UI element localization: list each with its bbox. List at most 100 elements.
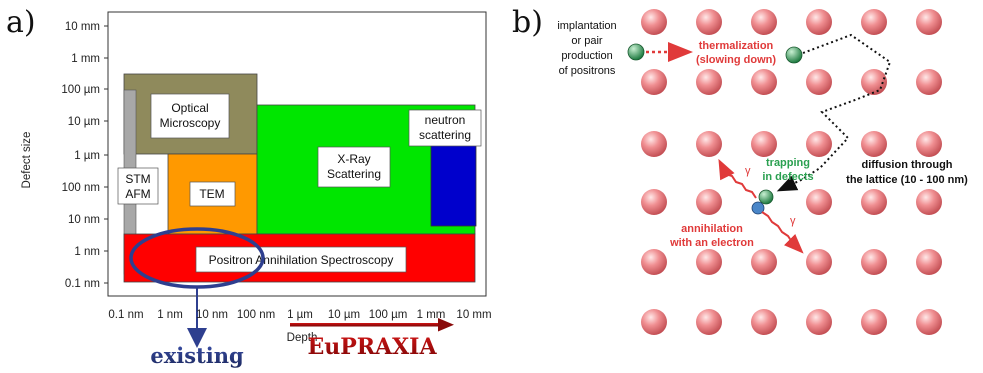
lattice-atom: [751, 9, 777, 35]
y-axis-label: Defect size: [21, 132, 33, 189]
x-axis-label: Depth: [287, 332, 318, 344]
lattice-atom: [696, 189, 722, 215]
gamma-ray-up: [718, 158, 757, 199]
lattice-atom: [696, 131, 722, 157]
thermalized-positron: [785, 46, 803, 64]
y-tick-label: 10 mm: [65, 21, 100, 33]
lattice-atom: [641, 189, 667, 215]
lattice-atom: [641, 9, 667, 35]
lattice-atom: [641, 249, 667, 275]
trapping-label-1: trapping: [766, 157, 810, 169]
neutron-label-box: [408, 109, 482, 147]
y-tick-label: 1 mm: [71, 53, 100, 65]
x-tick-label: 0.1 nm: [108, 309, 143, 321]
lattice-atom: [696, 69, 722, 95]
eupraxia-arrow-head: [438, 318, 454, 332]
stm-label-1: STM: [125, 172, 150, 186]
lattice-atom: [861, 189, 887, 215]
annihilation-label-1: annihilation: [681, 223, 743, 235]
trapping-label-2: in defects: [762, 171, 813, 183]
x-tick-label: 1 nm: [157, 309, 183, 321]
x-tick-label: 10 nm: [196, 309, 228, 321]
lattice-atom: [861, 9, 887, 35]
panel-b-label: b): [512, 5, 543, 40]
stm-label-2: AFM: [125, 187, 150, 201]
tem-label: TEM: [199, 187, 224, 201]
lattice-atom: [916, 309, 942, 335]
neutron-label-2: scattering: [419, 128, 471, 142]
lattice-atom: [696, 249, 722, 275]
x-axis: 0.1 nm 1 nm 10 nm 100 nm 1 µm 10 µm 100 …: [108, 309, 491, 321]
implantation-label-1: implantation: [557, 20, 616, 32]
x-tick-label: 1 µm: [287, 309, 313, 321]
lattice-atom: [861, 309, 887, 335]
lattice-atom: [916, 189, 942, 215]
y-tick-label: 10 µm: [68, 116, 100, 128]
lattice-atom: [641, 309, 667, 335]
xray-label-2: Scattering: [327, 167, 381, 181]
optical-label-1: Optical: [171, 101, 208, 115]
optical-label-2: Microscopy: [160, 116, 221, 130]
lattice-atom: [806, 249, 832, 275]
lattice-atom: [916, 131, 942, 157]
y-tick-label: 100 nm: [62, 182, 100, 194]
x-tick-label: 100 nm: [237, 309, 275, 321]
eupraxia-arrow-shaft: [290, 323, 440, 327]
stm-label-box: [117, 167, 159, 205]
x-tick-label: 10 µm: [328, 309, 360, 321]
lattice-atom: [861, 69, 887, 95]
diffusion-label-1: diffusion through: [861, 159, 952, 171]
panel-a-label: a): [6, 5, 36, 40]
x-tick-label: 10 mm: [456, 309, 491, 321]
lattice-atom: [916, 69, 942, 95]
lattice: [641, 9, 942, 335]
electron: [751, 201, 765, 215]
lattice-atom: [806, 309, 832, 335]
implantation-label-2: or pair: [571, 35, 603, 47]
xray-label-1: X-Ray: [337, 152, 370, 166]
gamma-label-up: γ: [745, 165, 751, 177]
lattice-atom: [806, 189, 832, 215]
lattice-atom: [806, 131, 832, 157]
annihilation-label-2: with an electron: [669, 237, 754, 249]
xray-label-box: [317, 146, 391, 188]
gamma-label-down: γ: [790, 215, 796, 227]
pas-label: Positron Annihilation Spectroscopy: [209, 253, 394, 267]
y-tick-label: 1 nm: [74, 246, 100, 258]
lattice-atom: [916, 249, 942, 275]
trapped-positron: [758, 189, 774, 205]
incoming-positron: [627, 43, 645, 61]
lattice-atom: [696, 309, 722, 335]
existing-label: existing: [150, 343, 244, 368]
y-tick-label: 10 nm: [68, 214, 100, 226]
x-tick-label: 1 mm: [417, 309, 446, 321]
lattice-atom: [806, 69, 832, 95]
lattice-atom: [861, 249, 887, 275]
y-tick-label: 1 µm: [74, 150, 100, 162]
y-tick-label: 100 µm: [61, 84, 100, 96]
gamma-ray-down: [761, 211, 804, 254]
pas-label-box: [195, 246, 407, 273]
diffusion-label-2: the lattice (10 - 100 nm): [846, 174, 968, 186]
lattice-atom: [861, 131, 887, 157]
lattice-atom: [751, 309, 777, 335]
lattice-atom: [641, 131, 667, 157]
eupraxia-label: EuPRAXIA: [307, 334, 437, 360]
lattice-atom: [641, 69, 667, 95]
lattice-atom: [751, 69, 777, 95]
lattice-atom: [751, 131, 777, 157]
optical-label-box: [150, 93, 230, 139]
y-tick-label: 0.1 nm: [65, 278, 100, 290]
lattice-atom: [696, 9, 722, 35]
neutron-label-1: neutron: [425, 113, 466, 127]
lattice-atom: [916, 9, 942, 35]
y-axis: 10 mm 1 mm 100 µm 10 µm 1 µm 100 nm 10 n…: [61, 21, 108, 290]
thermalization-label-2: (slowing down): [696, 54, 776, 66]
implantation-label-4: of positrons: [559, 65, 616, 77]
thermalization-label-1: thermalization: [699, 40, 774, 52]
x-tick-label: 100 µm: [369, 309, 408, 321]
neutron-region: [430, 130, 477, 227]
lattice-atom: [806, 9, 832, 35]
lattice-atom: [751, 249, 777, 275]
